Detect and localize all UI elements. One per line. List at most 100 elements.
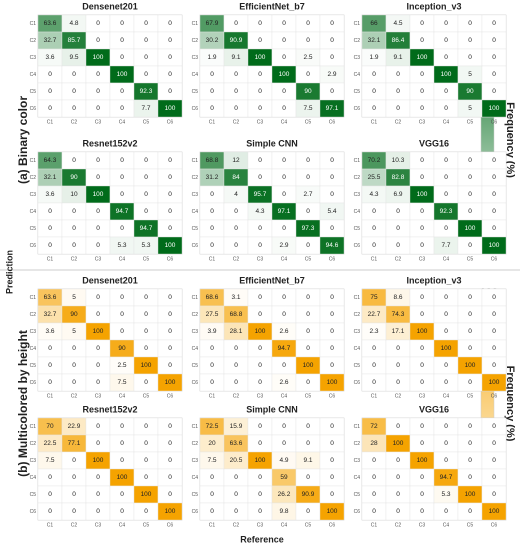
cell-label: 0 [168, 225, 172, 232]
cell-label: 100 [327, 508, 338, 515]
x-tick-label: C1 [47, 256, 54, 262]
y-tick-label: C6 [192, 243, 199, 249]
cell-label: 0 [396, 457, 400, 464]
y-tick-label: C6 [192, 106, 199, 112]
cell-label: 0 [444, 362, 448, 369]
cell-label: 0 [420, 440, 424, 447]
x-tick-label: C2 [233, 119, 240, 125]
x-tick-label: C4 [281, 393, 288, 399]
cell-label: 0 [72, 242, 76, 249]
cell-label: 2.3 [369, 328, 378, 335]
x-tick-label: C5 [143, 119, 150, 125]
y-tick-label: C3 [30, 192, 37, 198]
cell-label: 0 [96, 225, 100, 232]
x-tick-label: C5 [305, 522, 312, 528]
cell-label: 100 [141, 362, 152, 369]
cell-label: 0 [258, 157, 262, 164]
y-tick-label: C1 [30, 21, 37, 27]
cell-label: 0 [48, 345, 52, 352]
cell-label: 1.9 [369, 54, 378, 61]
cell-label: 0 [492, 54, 496, 61]
cell-label: 0 [492, 423, 496, 430]
y-tick-label: C2 [354, 441, 361, 447]
cell-label: 0 [120, 105, 124, 112]
cell-label: 0 [258, 225, 262, 232]
cell-label: 0 [120, 174, 124, 181]
cell-label: 0 [282, 88, 286, 95]
cell-label: 4.3 [369, 191, 378, 198]
cell-label: 0 [468, 242, 472, 249]
cell-label: 0 [234, 345, 238, 352]
cell-label: 0 [168, 362, 172, 369]
cell-label: 0 [492, 440, 496, 447]
cell-label: 100 [303, 362, 314, 369]
panel-title: Inception_v3 [406, 1, 461, 11]
x-tick-label: C1 [47, 522, 54, 528]
y-tick-label: C5 [30, 492, 37, 498]
cell-label: 0 [420, 474, 424, 481]
cell-label: 75 [370, 294, 378, 301]
cell-label: 0 [168, 54, 172, 61]
cell-label: 0 [96, 294, 100, 301]
cell-label: 72 [370, 423, 378, 430]
cell-label: 0 [492, 294, 496, 301]
y-tick-label: C1 [30, 158, 37, 164]
cell-label: 28.1 [230, 328, 243, 335]
cell-label: 5.4 [327, 208, 336, 215]
y-tick-label: C5 [30, 226, 37, 232]
cell-label: 0 [96, 474, 100, 481]
cell-label: 94.7 [440, 474, 453, 481]
cell-label: 0 [420, 208, 424, 215]
y-tick-label: C1 [354, 295, 361, 301]
cell-label: 0 [96, 208, 100, 215]
cell-label: 0 [420, 345, 424, 352]
cell-label: 0 [258, 20, 262, 27]
y-tick-label: C4 [354, 346, 361, 352]
cell-label: 0 [282, 362, 286, 369]
cell-label: 0 [282, 105, 286, 112]
cell-label: 100 [165, 379, 176, 386]
y-tick-label: C2 [30, 441, 37, 447]
y-tick-label: C3 [354, 458, 361, 464]
x-tick-label: C5 [143, 393, 150, 399]
cell-label: 0 [420, 157, 424, 164]
x-tick-label: C4 [119, 256, 126, 262]
cell-label: 0 [372, 225, 376, 232]
cell-label: 5.3 [117, 242, 126, 249]
cell-label: 0 [210, 225, 214, 232]
cell-label: 0 [234, 20, 238, 27]
cell-label: 0 [306, 474, 310, 481]
x-tick-label: C6 [167, 522, 174, 528]
cell-label: 0 [330, 345, 334, 352]
cell-label: 5 [468, 71, 472, 78]
cell-label: 0 [144, 508, 148, 515]
cell-label: 0 [72, 345, 76, 352]
cell-label: 0 [168, 294, 172, 301]
y-tick-label: C2 [192, 38, 199, 44]
cell-label: 7.7 [441, 242, 450, 249]
cell-label: 9.1 [303, 457, 312, 464]
y-tick-label: C4 [354, 475, 361, 481]
cell-label: 0 [168, 311, 172, 318]
cell-label: 0 [120, 328, 124, 335]
cell-label: 0 [468, 37, 472, 44]
cell-label: 0 [144, 457, 148, 464]
cell [157, 236, 183, 255]
cell-label: 90 [466, 88, 474, 95]
cell-label: 22.7 [368, 311, 381, 318]
cell-label: 31.2 [206, 174, 219, 181]
x-tick-label: C3 [95, 522, 102, 528]
cell-label: 0 [120, 54, 124, 61]
cell-label: 100 [489, 508, 500, 515]
cell-label: 0 [396, 71, 400, 78]
y-tick-label: C2 [192, 441, 199, 447]
x-tick-label: C5 [467, 393, 474, 399]
cell-label: 15.9 [230, 423, 243, 430]
cell-label: 0 [420, 508, 424, 515]
cell-label: 0 [444, 54, 448, 61]
x-tick-label: C2 [233, 393, 240, 399]
x-tick-label: C1 [209, 393, 216, 399]
cell-label: 0 [282, 440, 286, 447]
cell-label: 0 [306, 508, 310, 515]
cell-label: 3.6 [45, 191, 54, 198]
